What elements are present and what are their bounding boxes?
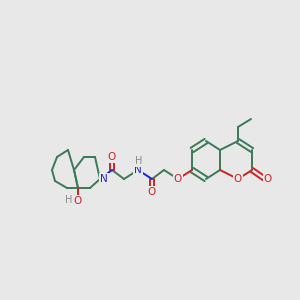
Text: O: O bbox=[148, 187, 156, 197]
Text: H: H bbox=[65, 195, 73, 205]
Text: O: O bbox=[174, 174, 182, 184]
Text: O: O bbox=[264, 174, 272, 184]
Text: O: O bbox=[74, 196, 82, 206]
Text: N: N bbox=[134, 165, 142, 175]
Text: O: O bbox=[108, 152, 116, 162]
Text: H: H bbox=[135, 156, 143, 166]
Text: N: N bbox=[100, 174, 108, 184]
Text: O: O bbox=[234, 174, 242, 184]
